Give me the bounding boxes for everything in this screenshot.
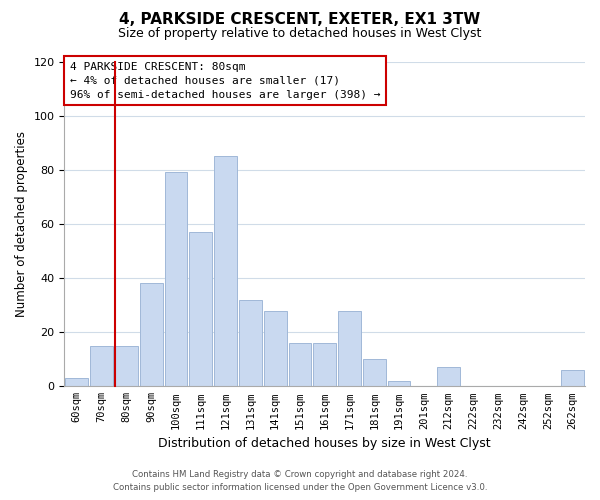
Bar [561, 370, 584, 386]
Bar [214, 156, 237, 386]
Bar [65, 378, 88, 386]
Bar [437, 368, 460, 386]
Bar [264, 310, 287, 386]
Bar [388, 381, 410, 386]
Bar [115, 346, 138, 387]
Bar [363, 359, 386, 386]
Text: Contains HM Land Registry data © Crown copyright and database right 2024.
Contai: Contains HM Land Registry data © Crown c… [113, 470, 487, 492]
Bar [164, 172, 187, 386]
Bar [289, 343, 311, 386]
X-axis label: Distribution of detached houses by size in West Clyst: Distribution of detached houses by size … [158, 437, 491, 450]
Bar [338, 310, 361, 386]
Bar [313, 343, 336, 386]
Y-axis label: Number of detached properties: Number of detached properties [15, 131, 28, 317]
Bar [140, 284, 163, 387]
Text: 4, PARKSIDE CRESCENT, EXETER, EX1 3TW: 4, PARKSIDE CRESCENT, EXETER, EX1 3TW [119, 12, 481, 28]
Bar [190, 232, 212, 386]
Bar [90, 346, 113, 387]
Text: 4 PARKSIDE CRESCENT: 80sqm
← 4% of detached houses are smaller (17)
96% of semi-: 4 PARKSIDE CRESCENT: 80sqm ← 4% of detac… [70, 62, 380, 100]
Bar [239, 300, 262, 386]
Text: Size of property relative to detached houses in West Clyst: Size of property relative to detached ho… [118, 28, 482, 40]
